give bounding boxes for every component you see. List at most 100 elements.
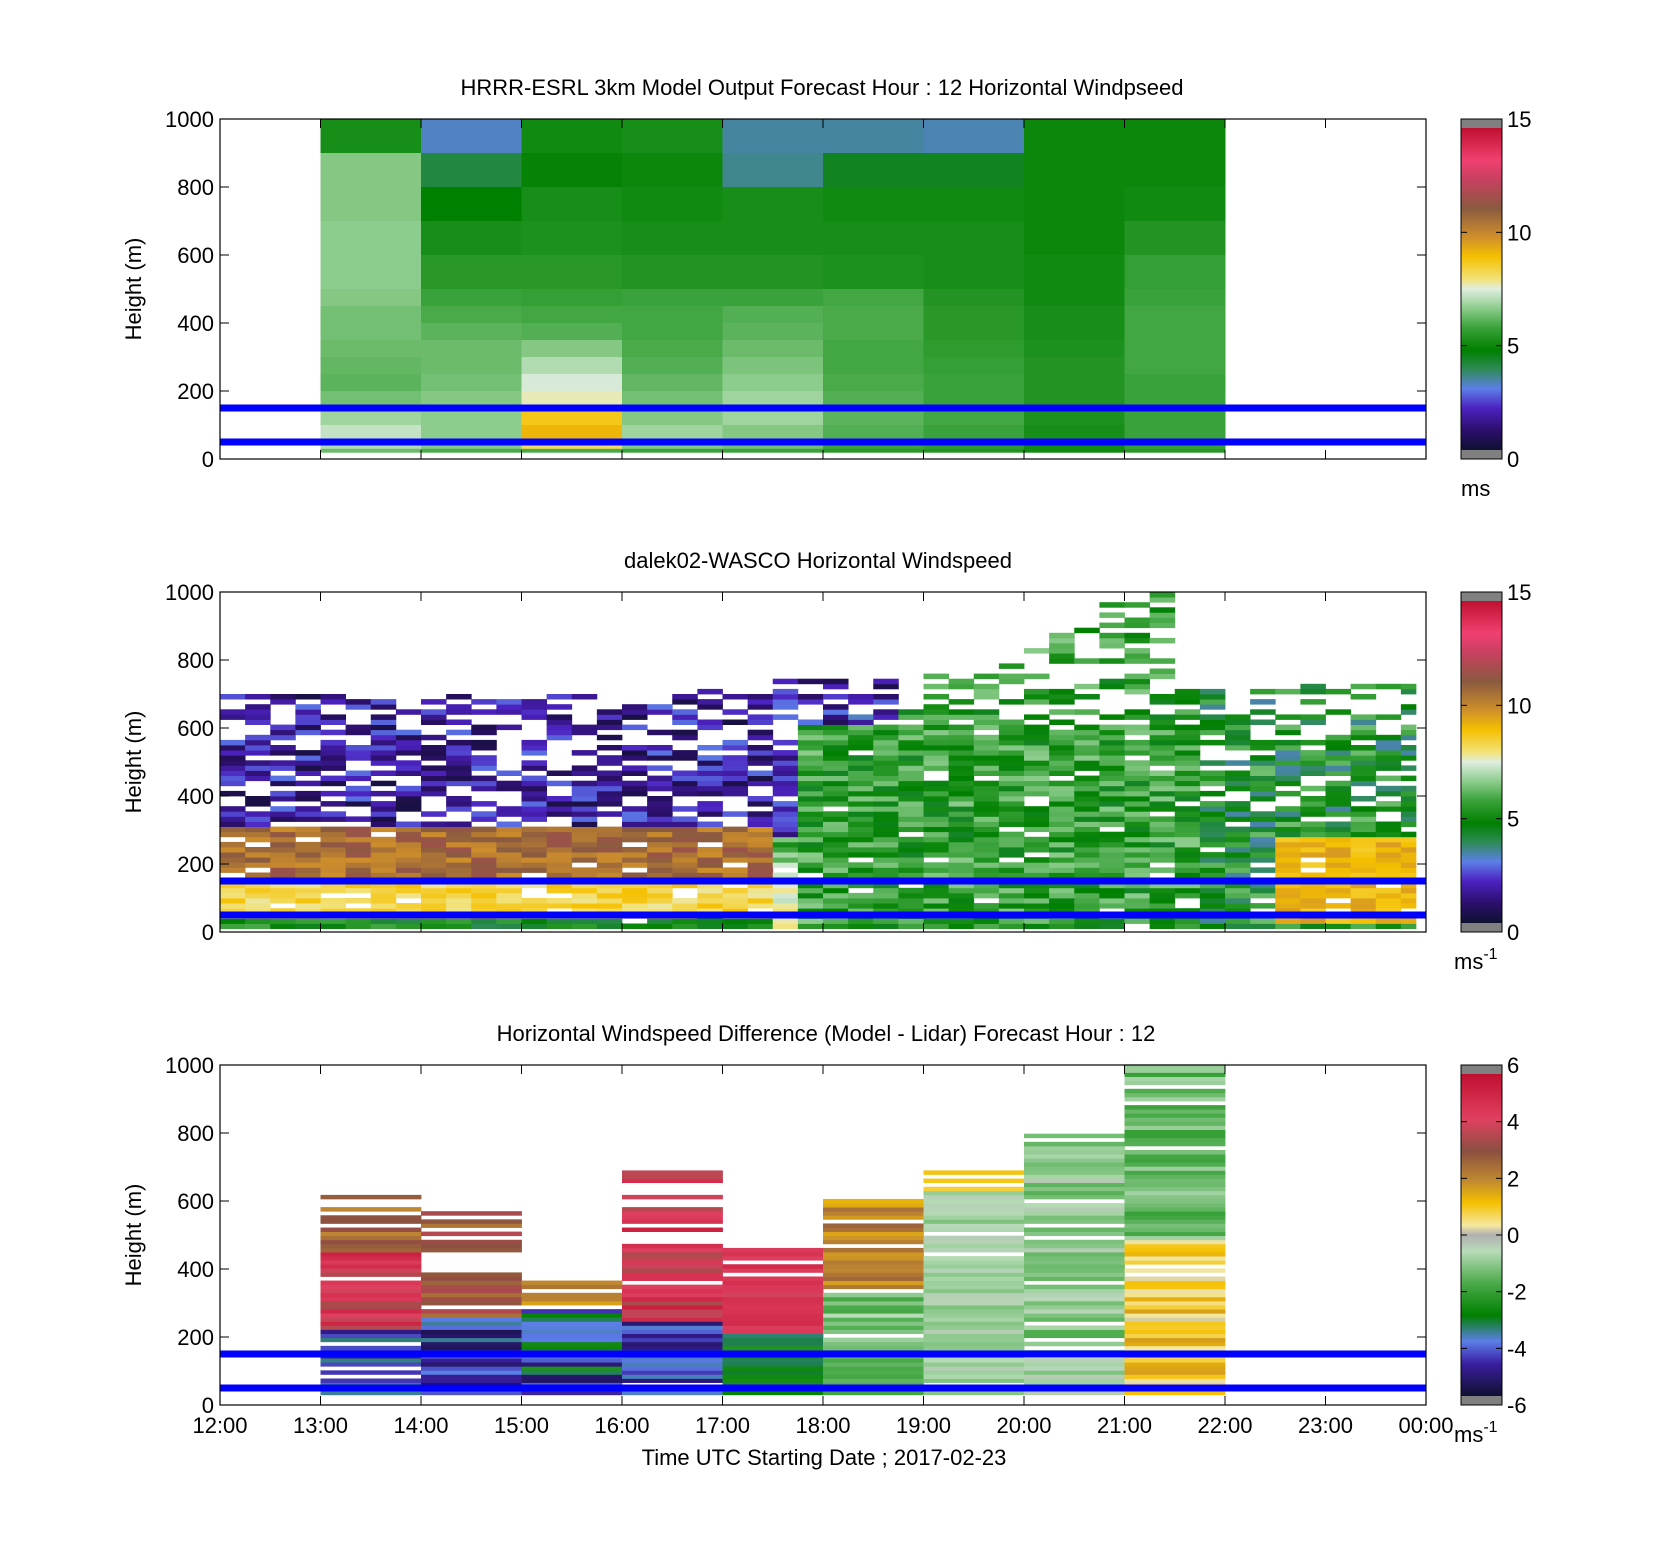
lidar-cell: [1049, 841, 1075, 848]
lidar-cell: [571, 923, 598, 929]
model-cell: [521, 357, 623, 375]
lidar-cell: [948, 790, 975, 797]
difference-x-axis-label: Time UTC Starting Date ; 2017-02-23: [642, 1445, 1007, 1470]
lidar-cell: [722, 847, 749, 853]
lidar-cell: [270, 724, 296, 731]
lidar-cell: [1250, 867, 1276, 873]
difference-cell: [521, 1313, 623, 1318]
lidar-cell: [672, 785, 698, 792]
lidar-cell: [1049, 862, 1075, 868]
lidar-cell: [747, 699, 774, 705]
lidar-cell: [370, 918, 397, 924]
lidar-cell: [496, 867, 522, 873]
lidar-cell: [697, 790, 723, 797]
lidar-cell: [848, 755, 874, 761]
lidar-cell: [1199, 816, 1226, 822]
lidar-cell: [471, 699, 497, 705]
difference-cell: [1124, 1076, 1226, 1082]
lidar-cell: [772, 826, 799, 833]
model-cell: [722, 187, 824, 222]
lidar-cell: [521, 806, 548, 812]
lidar-cell: [998, 755, 1025, 761]
lidar-cell: [823, 750, 849, 756]
lidar-cell: [395, 734, 422, 741]
lidar-cell: [1350, 862, 1377, 868]
difference-cell: [823, 1211, 924, 1216]
lidar-cell: [797, 918, 824, 924]
lidar-cell: [1250, 785, 1276, 792]
lidar-cell: [998, 862, 1025, 868]
colorbar-tick-label: 5: [1507, 807, 1519, 832]
lidar-cell: [546, 796, 573, 802]
lidar-cell: [471, 724, 497, 731]
model-cell: [823, 187, 924, 222]
lidar-cell: [973, 836, 1000, 843]
lidar-cell: [1174, 755, 1201, 761]
lidar-cell: [1099, 887, 1125, 894]
lidar-cell: [1149, 658, 1176, 664]
x-tick-label: 00:00: [1398, 1413, 1453, 1438]
lidar-cell: [1099, 811, 1125, 817]
lidar-cell: [973, 903, 1000, 909]
lidar-cell: [370, 857, 397, 863]
lidar-cell: [998, 699, 1025, 705]
lidar-cell: [747, 796, 774, 802]
lidar-cell: [421, 714, 447, 720]
lidar-cell: [923, 704, 950, 710]
lidar-cell: [1174, 785, 1201, 792]
lidar-cell: [948, 857, 975, 863]
lidar-cell: [320, 857, 347, 863]
difference-cell: [823, 1252, 924, 1257]
difference-cell: [1124, 1390, 1226, 1396]
difference-cell: [1124, 1325, 1226, 1330]
lidar-cell: [923, 892, 950, 899]
lidar-cell: [421, 857, 447, 863]
lidar-cell: [220, 709, 246, 715]
difference-cell: [521, 1296, 623, 1302]
difference-cell: [923, 1190, 1025, 1196]
lidar-cell: [1325, 750, 1352, 756]
difference-cell: [320, 1280, 422, 1286]
lidar-cell: [446, 770, 472, 776]
lidar-cell: [1099, 775, 1125, 782]
lidar-cell: [973, 847, 1000, 853]
difference-cell: [622, 1272, 723, 1277]
difference-cell: [923, 1317, 1025, 1322]
lidar-cell: [647, 796, 673, 802]
lidar-cell: [1074, 836, 1100, 843]
lidar-cell: [1174, 867, 1201, 873]
difference-cell: [923, 1276, 1025, 1281]
lidar-cell: [873, 745, 899, 751]
model-cell: [722, 391, 824, 409]
lidar-cell: [948, 908, 975, 914]
lidar-cell: [1350, 683, 1377, 690]
lidar-cell: [220, 882, 246, 889]
lidar-cell: [1124, 816, 1151, 822]
lidar-cell: [245, 862, 271, 868]
lidar-cell: [571, 831, 598, 838]
difference-cell: [722, 1292, 824, 1298]
lidar-cell: [998, 796, 1025, 802]
lidar-cell: [1024, 745, 1050, 751]
difference-cell: [923, 1374, 1025, 1379]
model-cell: [1124, 306, 1226, 324]
lidar-cell: [998, 887, 1025, 894]
lidar-cell: [1225, 780, 1251, 787]
lidar-cell: [370, 750, 397, 756]
lidar-cell: [647, 785, 673, 792]
lidar-cell: [898, 923, 924, 929]
difference-cell: [622, 1292, 723, 1298]
lidar-cell: [521, 898, 548, 904]
difference-cell: [1124, 1362, 1226, 1367]
lidar-cell: [270, 867, 296, 873]
lidar-cell: [345, 857, 372, 863]
lidar-cell: [220, 852, 246, 858]
model-cell: [823, 425, 924, 443]
lidar-cell: [998, 775, 1025, 782]
lidar-cell: [973, 852, 1000, 858]
lidar-cell: [1149, 760, 1176, 766]
lidar-cell: [471, 852, 497, 858]
lidar-cell: [1250, 841, 1276, 848]
difference-cell: [823, 1305, 924, 1310]
